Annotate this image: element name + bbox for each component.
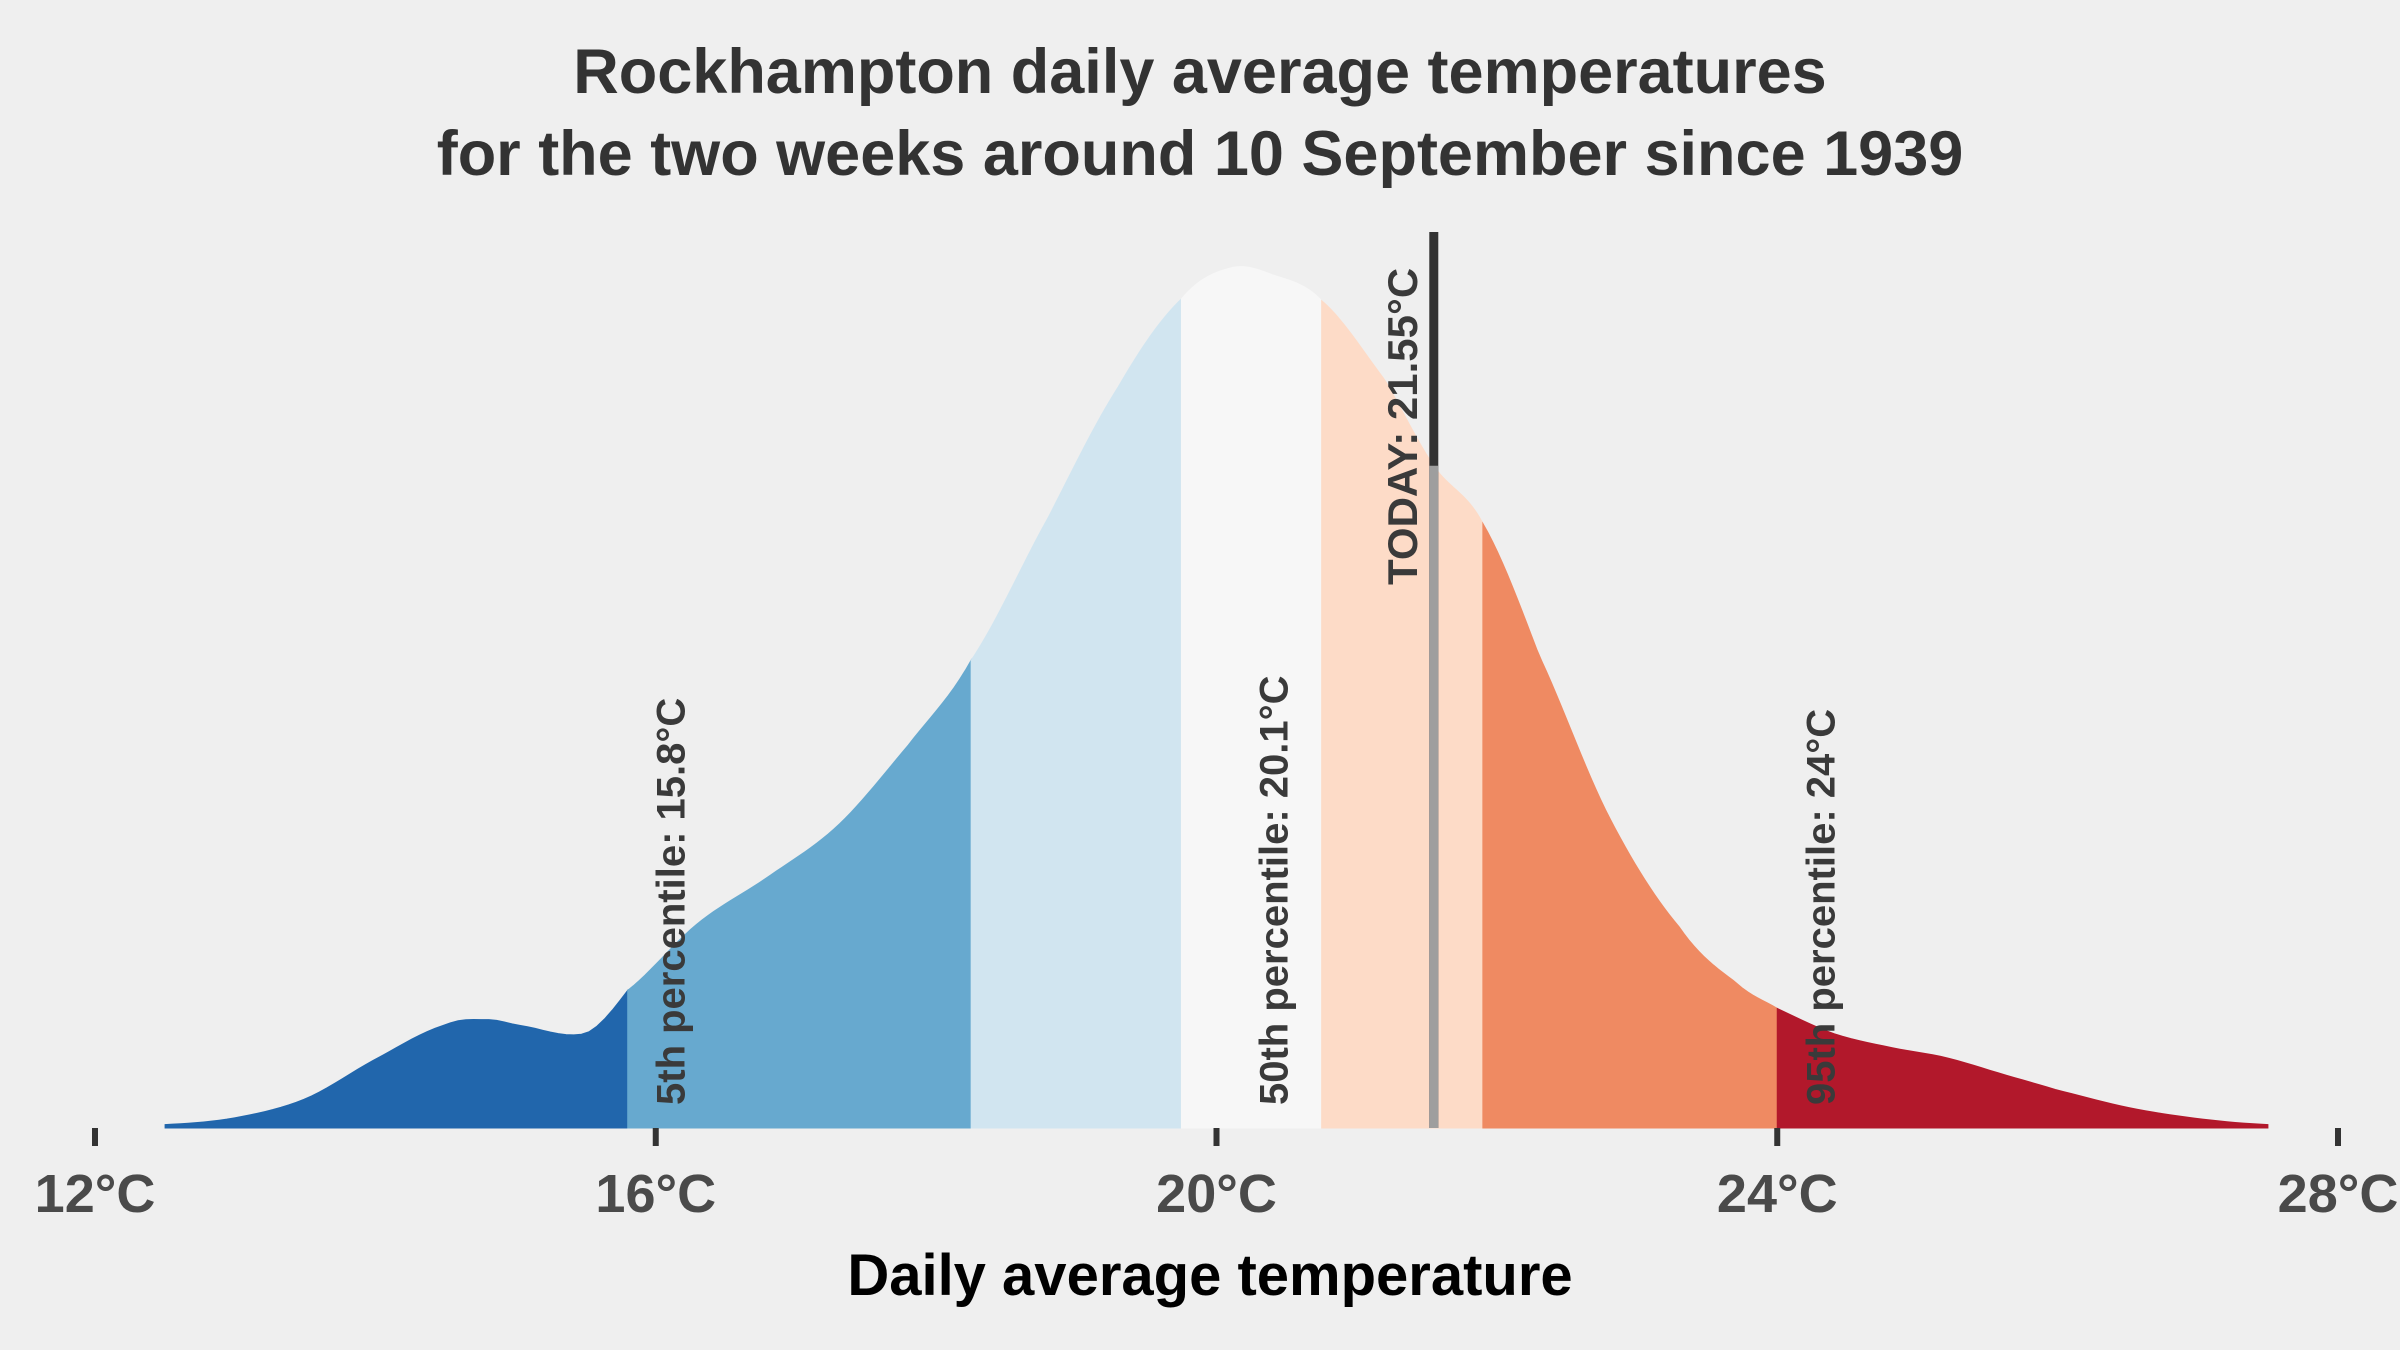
density-band-2: [627, 658, 972, 1129]
x-axis: 12°C 16°C 20°C 24°C 28°C: [35, 1128, 2399, 1224]
density-band-6: [1482, 521, 1778, 1129]
x-axis-title: Daily average temperature: [847, 1243, 1572, 1308]
density-band-3: [970, 297, 1182, 1129]
chart-subtitle: for the two weeks around 10 September si…: [437, 119, 1964, 189]
today-label: TODAY: 21.55°C: [1379, 268, 1426, 585]
density-band-4: [1180, 266, 1323, 1129]
density-band-7: [1776, 1007, 2269, 1129]
percentile-label-2: 50th percentile: 20.1°C: [1253, 676, 1297, 1106]
x-tick-label-5: 28°C: [2278, 1164, 2399, 1224]
x-tick-label-4: 24°C: [1717, 1164, 1838, 1224]
x-tick-label-1: 12°C: [35, 1164, 156, 1224]
percentile-annotations: 5th percentile: 15.8°C 50th percentile: 2…: [650, 676, 1844, 1106]
percentile-bands: [164, 266, 2269, 1129]
percentile-label-1: 5th percentile: 15.8°C: [650, 698, 694, 1105]
density-band-5: [1321, 299, 1484, 1129]
chart-title: Rockhampton daily average temperatures: [573, 37, 1826, 107]
percentile-label-3: 95th percentile: 24°C: [1799, 709, 1843, 1105]
x-tick-label-3: 20°C: [1156, 1164, 1277, 1224]
density-band-1: [164, 988, 629, 1129]
x-tick-label-2: 16°C: [595, 1164, 716, 1224]
